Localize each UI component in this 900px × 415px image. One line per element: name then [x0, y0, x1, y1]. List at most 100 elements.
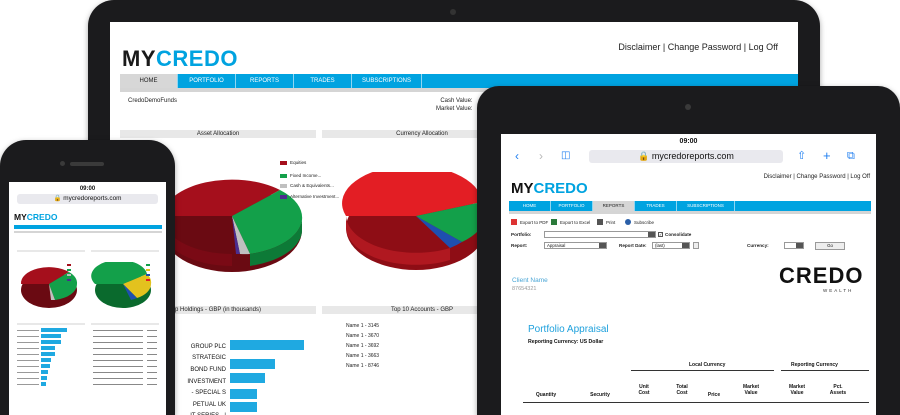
nav-subscriptions[interactable]: SUBSCRIPTIONS: [352, 74, 422, 88]
phone-currency-pie[interactable]: [91, 262, 155, 312]
holding-bar[interactable]: [230, 402, 257, 412]
pie-slice-main: [91, 262, 147, 284]
consolidate-checkbox[interactable]: ✓: [658, 232, 663, 237]
phone-account-value: [147, 342, 157, 343]
pie-slice-equities: [20, 267, 70, 284]
nav-reports[interactable]: REPORTS: [236, 74, 294, 88]
currency-allocation-header: Currency Allocation: [322, 130, 522, 138]
reporting-currency: Reporting Currency: US Dollar: [528, 339, 604, 345]
nav-portfolio[interactable]: PORTFOLIO: [551, 201, 593, 211]
legend-label: Cash & Equivalents...: [290, 183, 334, 188]
lock-icon: 🔒: [53, 195, 62, 202]
phone-holding-bar[interactable]: [41, 346, 55, 350]
portfolio-label: Portfolio:: [511, 232, 532, 237]
holding-label: PETUAL UK: [192, 402, 226, 408]
mycredo-logo[interactable]: MYCREDO: [122, 46, 238, 72]
forward-icon[interactable]: ›: [539, 149, 543, 163]
phone-nav[interactable]: [14, 225, 162, 229]
phone-holding-bar[interactable]: [41, 364, 50, 368]
legend-label: Alternative Investment...: [290, 194, 340, 199]
credo-wealth-logo: CREDO: [779, 263, 864, 288]
portfolio-select[interactable]: [544, 231, 656, 238]
market-value-label: Market Value:: [436, 106, 473, 112]
holding-bar[interactable]: [230, 389, 257, 399]
phone-account-row: [93, 366, 143, 367]
logo-text-o: O: [220, 46, 238, 71]
nav-trades[interactable]: TRADES: [294, 74, 352, 88]
tabs-icon[interactable]: ⧉: [847, 150, 855, 162]
mycredo-logo[interactable]: MYCREDO: [511, 180, 588, 197]
print-button[interactable]: Print: [597, 219, 615, 225]
phone-url-bar[interactable]: 🔒 mycredoreports.com: [17, 194, 158, 204]
logo-text-my: MY: [122, 46, 156, 71]
phone-account-row: [93, 354, 143, 355]
nav-home[interactable]: HOME: [509, 201, 551, 211]
back-icon[interactable]: ‹: [515, 149, 519, 163]
asset-allocation-pie[interactable]: [170, 170, 320, 280]
pie-slice-fixed-income: [232, 190, 303, 254]
phone-account-value: [147, 354, 157, 355]
phone-holding-bar[interactable]: [41, 376, 47, 380]
client-name-label: Client Name: [512, 277, 548, 284]
nav-reports[interactable]: REPORTS: [593, 201, 635, 211]
go-button[interactable]: Go: [815, 242, 845, 250]
local-currency-header: Local Currency: [689, 362, 726, 368]
nav-subscriptions[interactable]: SUBSCRIPTIONS: [677, 201, 735, 211]
calendar-icon[interactable]: [693, 242, 699, 249]
nav-trades[interactable]: TRADES: [635, 201, 677, 211]
phone-account-row: [93, 342, 143, 343]
holding-bar[interactable]: [230, 359, 275, 369]
phone-account-value: [147, 378, 157, 379]
top-links[interactable]: Disclaimer | Change Password | Log Off: [763, 174, 870, 180]
phone-holding-bar[interactable]: [41, 334, 61, 338]
phone-account-row: [93, 378, 143, 379]
phone-currency-legend: [146, 264, 154, 294]
new-tab-icon[interactable]: +: [823, 148, 831, 163]
print-icon: [597, 219, 603, 225]
top-links[interactable]: Disclaimer | Change Password | Log Off: [618, 42, 778, 52]
phone-mycredo-logo[interactable]: MYCREDO: [14, 212, 57, 222]
nav-portfolio[interactable]: PORTFOLIO: [178, 74, 236, 88]
currency-allocation-pie[interactable]: [342, 172, 492, 276]
bookmarks-icon[interactable]: ◫: [561, 150, 571, 161]
report-date-input[interactable]: (last): [652, 242, 690, 249]
browser-toolbar: ‹ › ◫ 🔒 mycredoreports.com ⇧ + ⧉: [501, 146, 876, 166]
export-excel-button[interactable]: Export to Excel: [551, 219, 590, 225]
phone-holdings-header: [17, 323, 85, 325]
phone-account-value: [147, 366, 157, 367]
legend-equities: Equities: [280, 160, 306, 165]
tablet-url-bar[interactable]: 🔒 mycredoreports.com: [589, 150, 783, 163]
phone-account-row: [93, 384, 143, 385]
phone-camera: [60, 161, 65, 166]
phone-holding-bar[interactable]: [41, 382, 46, 386]
phone-holding-bar[interactable]: [41, 340, 61, 344]
share-icon[interactable]: ⇧: [797, 150, 807, 162]
logo-text-o: O: [50, 212, 58, 222]
phone-account-row: [93, 360, 143, 361]
report-label: Report:: [511, 243, 528, 248]
subnav-bar: [120, 88, 798, 92]
phone-holding-bar[interactable]: [41, 370, 48, 374]
logo-text-cred: CRED: [26, 212, 51, 222]
legend-swatch: [146, 274, 150, 276]
phone-account-row: [93, 330, 143, 331]
report-select[interactable]: Appraisal: [544, 242, 607, 249]
phone-holding-bar[interactable]: [41, 328, 67, 332]
holding-bar[interactable]: [230, 340, 304, 350]
logo-text-my: MY: [511, 180, 534, 197]
export-pdf-button[interactable]: Export to PDF: [511, 219, 548, 225]
phone-account-value: [147, 348, 157, 349]
phone-holding-label: [17, 354, 39, 355]
currency-select[interactable]: [784, 242, 804, 249]
nav-home[interactable]: HOME: [120, 74, 178, 88]
subscribe-button[interactable]: Subscribe: [625, 219, 654, 225]
phone-legend: [67, 264, 89, 282]
holding-label: IT SERIES - |: [190, 413, 226, 415]
print-label: Print: [606, 219, 616, 225]
phone-holding-bar[interactable]: [41, 352, 55, 356]
legend-swatch: [67, 264, 71, 266]
phone-holding-bar[interactable]: [41, 358, 51, 362]
pie-slice-third: [416, 216, 462, 248]
holding-label: STRATEGIC: [192, 355, 226, 361]
holding-bar[interactable]: [230, 373, 265, 383]
